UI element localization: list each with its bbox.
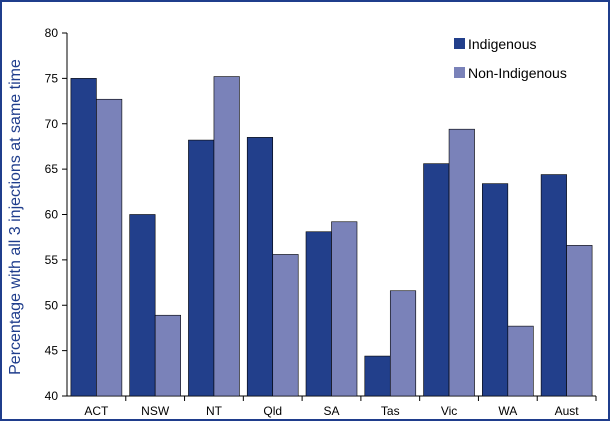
x-tick-label: WA [498,404,517,418]
y-tick-label: 65 [45,162,59,176]
x-tick-label: Aust [555,404,580,418]
bar-indigenous-wa [482,183,509,397]
legend: Indigenous Non-Indigenous [454,36,567,81]
y-tick-label: 40 [45,389,59,403]
y-tick-label: 45 [45,344,59,358]
bar-indigenous-tas [364,355,391,397]
bar-non-indigenous-nt [213,76,240,397]
bar-non-indigenous-qld [272,254,299,397]
legend-label: Indigenous [468,36,537,52]
bar-indigenous-qld [246,137,274,397]
bar-non-indigenous-tas [389,290,417,397]
y-tick-label: 60 [45,208,59,222]
x-tick-label: Tas [381,404,400,418]
legend-label: Non-Indigenous [468,65,567,81]
legend-swatch [454,67,465,78]
y-axis-label: Percentage with all 3 injections at same… [7,59,24,375]
bar-indigenous-vic [423,163,450,397]
bar-indigenous-nsw [129,214,156,397]
legend-swatch [454,38,465,49]
bar-indigenous-aust [540,174,567,397]
x-tick-label: ACT [84,404,109,418]
bar-non-indigenous-sa [331,221,358,397]
y-tick-label: 75 [45,71,59,85]
y-tick-label: 80 [45,26,59,40]
x-tick-label: NT [206,404,223,418]
bar-non-indigenous-act [96,98,123,397]
x-tick-label: Vic [441,404,457,418]
bar-non-indigenous-vic [448,128,475,397]
bar-non-indigenous-wa [507,325,534,397]
bar-indigenous-act [70,78,97,397]
bar-indigenous-sa [305,231,332,397]
y-tick-label: 50 [45,298,59,312]
bar-indigenous-nt [188,139,215,397]
x-ticks: ACT NSW NT Qld SA Tas Vic WA Aust [84,396,597,418]
x-tick-label: NSW [141,404,170,418]
y-ticks: 40 45 50 55 60 65 70 75 80 [45,26,67,403]
bar-non-indigenous-aust [566,245,593,397]
bars [70,76,593,397]
x-tick-label: SA [323,404,339,418]
y-tick-label: 70 [45,117,59,131]
y-tick-label: 55 [45,253,59,267]
x-tick-label: Qld [263,404,282,418]
bar-non-indigenous-nsw [154,314,181,397]
